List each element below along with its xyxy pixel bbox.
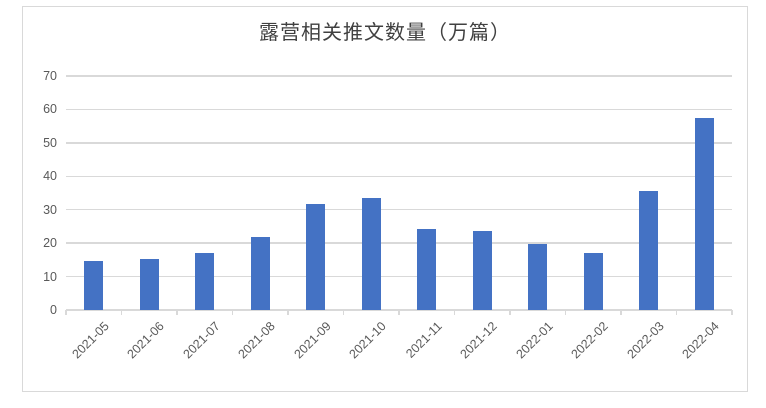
x-axis-tick-label: 2021-05 bbox=[69, 319, 112, 362]
x-axis-tick-mark bbox=[398, 310, 400, 315]
x-axis-tick-label: 2021-10 bbox=[346, 319, 390, 362]
x-axis-tick-label: 2021-08 bbox=[235, 319, 279, 362]
gridline bbox=[66, 142, 732, 144]
x-axis-tick-mark bbox=[620, 310, 622, 315]
x-axis-tick-mark bbox=[675, 310, 678, 315]
gridline bbox=[66, 242, 732, 244]
gridline bbox=[66, 208, 732, 211]
x-axis-tick-label: 2021-11 bbox=[402, 319, 445, 361]
y-axis-tick-label: 40 bbox=[43, 169, 57, 184]
bar-chart: 露营相关推文数量（万篇） 0 10 20 30 40 50 60 70 2021-05 2021… bbox=[22, 6, 748, 392]
bar-2021-10 bbox=[361, 197, 381, 310]
y-axis-tick-label: 70 bbox=[43, 69, 57, 83]
x-axis-labels: 2021-05 2021-06 2021-07 2021-08 2021-09 2021-… bbox=[23, 7, 747, 391]
chart-title: 露营相关推文数量（万篇） bbox=[259, 22, 511, 44]
x-axis-tick-label: 2022-03 bbox=[624, 319, 667, 362]
x-axis-tick-mark bbox=[453, 310, 456, 315]
x-axis-tick-mark bbox=[65, 310, 67, 315]
gridlines-layer bbox=[23, 7, 747, 391]
y-axis-tick-label: 50 bbox=[43, 135, 57, 150]
x-axis-tick-label: 2021-07 bbox=[180, 319, 223, 362]
x-axis-tick-mark bbox=[564, 310, 567, 315]
x-axis-tick-mark bbox=[287, 310, 289, 315]
gridline bbox=[66, 275, 732, 278]
gridline bbox=[66, 175, 732, 178]
bar-2021-09 bbox=[306, 203, 326, 310]
bar-2022-04 bbox=[694, 117, 714, 310]
bar-2021-08 bbox=[250, 237, 270, 310]
x-axis-tick-mark bbox=[120, 310, 123, 315]
bar-2021-12 bbox=[472, 231, 492, 310]
bar-2021-07 bbox=[195, 253, 215, 310]
bar-2021-05 bbox=[84, 260, 104, 310]
x-axis-tick-mark bbox=[342, 310, 345, 315]
x-axis-tick-mark bbox=[176, 310, 178, 315]
y-axis-tick-label: 30 bbox=[43, 202, 57, 217]
y-axis-tick-label: 20 bbox=[43, 236, 57, 251]
bar-2021-06 bbox=[139, 259, 159, 310]
y-axis-labels: 0 10 20 30 40 50 60 70 bbox=[23, 7, 747, 391]
gridline bbox=[66, 108, 732, 111]
y-axis-tick-label: 10 bbox=[43, 269, 57, 284]
x-axis-tick-label: 2021-12 bbox=[457, 319, 501, 362]
y-axis-tick-label: 60 bbox=[43, 102, 57, 117]
bar-2022-03 bbox=[639, 191, 659, 310]
bars-layer bbox=[23, 7, 747, 391]
x-axis-tick-label: 2021-09 bbox=[291, 319, 334, 362]
x-axis-tick-mark bbox=[509, 310, 511, 315]
bar-2022-01 bbox=[528, 244, 548, 310]
x-axis-tick-label: 2022-02 bbox=[568, 319, 612, 362]
bar-2021-11 bbox=[417, 229, 437, 310]
x-axis-tick-label: 2021-06 bbox=[124, 319, 168, 362]
x-axis-tick-mark bbox=[731, 310, 733, 315]
y-axis-tick-label: 0 bbox=[50, 303, 57, 317]
bar-2022-02 bbox=[583, 253, 603, 310]
x-axis-tick-label: 2022-04 bbox=[679, 319, 723, 362]
x-axis-tick-label: 2022-01 bbox=[513, 319, 556, 362]
x-axis-tick-mark bbox=[231, 310, 234, 315]
gridline bbox=[66, 75, 732, 77]
